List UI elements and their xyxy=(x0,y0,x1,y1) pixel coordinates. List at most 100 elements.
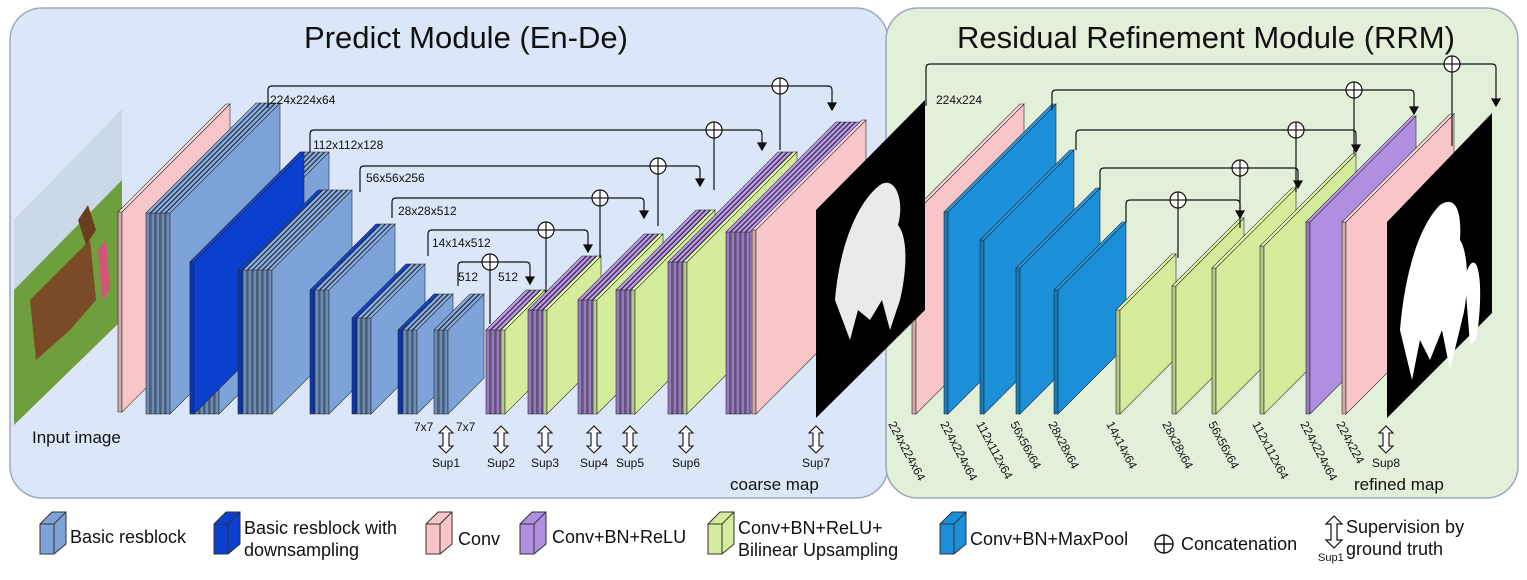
supervision-markers: Sup1 Sup2 Sup3 Sup4 Sup5 Sup6 Sup7 Sup8 xyxy=(432,425,1400,470)
supervision-arrow: Sup6 xyxy=(672,425,700,470)
supervision-arrow: Sup5 xyxy=(616,425,644,470)
conv-bn-maxpool-block xyxy=(1053,221,1127,415)
dim-label: 512 xyxy=(498,270,518,284)
legend-basic-resblock-downsampling-line2: downsampling xyxy=(244,540,360,560)
concatenation-icon xyxy=(1169,191,1187,209)
skip-connection xyxy=(1051,89,1415,110)
skip-connection xyxy=(359,165,701,192)
legend-basic-resblock-downsampling-line1: Basic resblock with xyxy=(244,518,398,538)
arrowhead xyxy=(1292,180,1304,190)
dim-label: 14x14x512 xyxy=(432,236,491,250)
supervision-label: Sup8 xyxy=(1372,456,1400,470)
skip-connection xyxy=(267,85,833,108)
legend-concatenation: Concatenation xyxy=(1181,534,1298,554)
supervision-label: Sup3 xyxy=(531,456,559,470)
arrowhead xyxy=(756,142,768,152)
supervision-arrow-icon xyxy=(807,425,825,454)
dim-label: 112x112x128 xyxy=(313,138,384,152)
conv-bn-relu-swatch xyxy=(519,511,547,555)
concatenation-icon xyxy=(1345,81,1363,99)
arrowhead xyxy=(1350,144,1362,154)
dim-label: 56x56x256 xyxy=(366,171,425,185)
coarse-map-image xyxy=(816,100,925,418)
concatenation-icon xyxy=(1154,534,1174,554)
concatenation-icon xyxy=(705,121,723,139)
supervision-arrow-icon xyxy=(536,425,554,454)
arrowhead xyxy=(582,244,594,254)
arrowhead xyxy=(826,102,838,112)
concatenation-icon xyxy=(1231,159,1249,177)
skip-connection xyxy=(1075,129,1357,150)
concatenation-icon xyxy=(771,77,789,95)
legend-supervision-line1: Supervision by xyxy=(1346,517,1465,537)
arrowhead xyxy=(1234,210,1246,220)
legend-basic-resblock: Basic resblock xyxy=(70,527,187,547)
conv-bn-relu-upsampling-swatch xyxy=(707,511,735,555)
supervision-arrow-icon xyxy=(1377,425,1395,454)
refined-map-image xyxy=(1387,113,1492,418)
legend-supervision: Supervision by ground truth xyxy=(1346,516,1464,560)
supervision-arrow: Sup3 xyxy=(531,425,559,470)
supervision-arrow: Sup2 xyxy=(487,425,515,470)
supervision-label: Sup2 xyxy=(487,456,515,470)
supervision-label: Sup7 xyxy=(802,456,830,470)
supervision-label: Sup1 xyxy=(432,456,460,470)
rrm-skip-connections xyxy=(925,55,1502,258)
arrowhead xyxy=(524,276,536,286)
architecture-diagram: Predict Module (En-De) Residual Refineme… xyxy=(9,7,1519,499)
basic-resblock-downsampling-swatch xyxy=(213,511,241,555)
supervision-arrow-icon xyxy=(621,425,639,454)
input-image-label: Input image xyxy=(32,428,121,447)
legend-conv: Conv xyxy=(458,529,501,549)
supervision-arrow-icon xyxy=(677,425,695,454)
dim-label: 28x28x512 xyxy=(398,204,457,218)
conv-bn-maxpool-swatch xyxy=(939,511,967,555)
concatenation-icon xyxy=(481,253,499,271)
dim-label: 512 xyxy=(458,270,478,284)
supervision-label: Sup5 xyxy=(616,456,644,470)
arrowhead xyxy=(694,178,706,188)
refined-map-label: refined map xyxy=(1354,475,1444,494)
arrowhead xyxy=(1408,106,1420,116)
legend-conv-bn-relu-upsampling: Conv+BN+ReLU+ Bilinear Upsampling xyxy=(738,517,898,561)
conv-swatch xyxy=(425,511,453,555)
dim-label: 224x224x64 xyxy=(270,93,336,107)
arrowhead xyxy=(638,210,650,220)
predict-module-title: Predict Module (En-De) xyxy=(304,20,628,55)
rrm-module-title: Residual Refinement Module (RRM) xyxy=(957,20,1455,55)
predict-skip-connections xyxy=(267,77,838,324)
concatenation-icon xyxy=(591,189,609,207)
legend-supervision-line2: ground truth xyxy=(1346,539,1444,559)
supervision-label: Sup6 xyxy=(672,456,700,470)
skip-connection xyxy=(925,63,1497,106)
concatenation-icon xyxy=(1287,121,1305,139)
dim-label: 7x7 xyxy=(414,420,434,434)
arrowhead xyxy=(1490,98,1502,108)
skip-connection xyxy=(309,129,763,152)
basic-resblock-swatch xyxy=(39,511,67,555)
legend-basic-resblock-downsampling: Basic resblock with downsampling xyxy=(244,517,397,561)
legend-sup-example: Sup1 xyxy=(1318,552,1344,564)
supervision-arrow: Sup4 xyxy=(580,425,608,470)
dim-label: 224x224 xyxy=(936,93,982,107)
conv-bn-relu-upsampling-block xyxy=(1115,253,1177,415)
supervision-arrow-icon xyxy=(1324,515,1344,549)
skip-connection xyxy=(1099,167,1299,190)
dim-label: 7x7 xyxy=(456,420,476,434)
skip-connection xyxy=(427,229,589,256)
skip-connection xyxy=(391,197,645,218)
legend: Basic resblock Basic resblock with downs… xyxy=(0,500,1527,580)
input-image xyxy=(14,110,122,425)
supervision-arrow: Sup1 xyxy=(432,425,460,470)
supervision-arrow-icon xyxy=(437,425,455,454)
predict-blocks xyxy=(117,102,867,415)
legend-conv-bn-relu: Conv+BN+ReLU xyxy=(552,527,687,547)
coarse-map-label: coarse map xyxy=(730,475,819,494)
supervision-arrow: Sup7 xyxy=(802,425,830,470)
legend-conv-bn-relu-upsampling-line1: Conv+BN+ReLU+ xyxy=(738,518,883,538)
legend-conv-bn-maxpool: Conv+BN+MaxPool xyxy=(970,529,1129,549)
concatenation-icon xyxy=(537,221,555,239)
concatenation-icon xyxy=(1443,55,1461,73)
supervision-arrow-icon xyxy=(492,425,510,454)
supervision-arrow-icon xyxy=(585,425,603,454)
